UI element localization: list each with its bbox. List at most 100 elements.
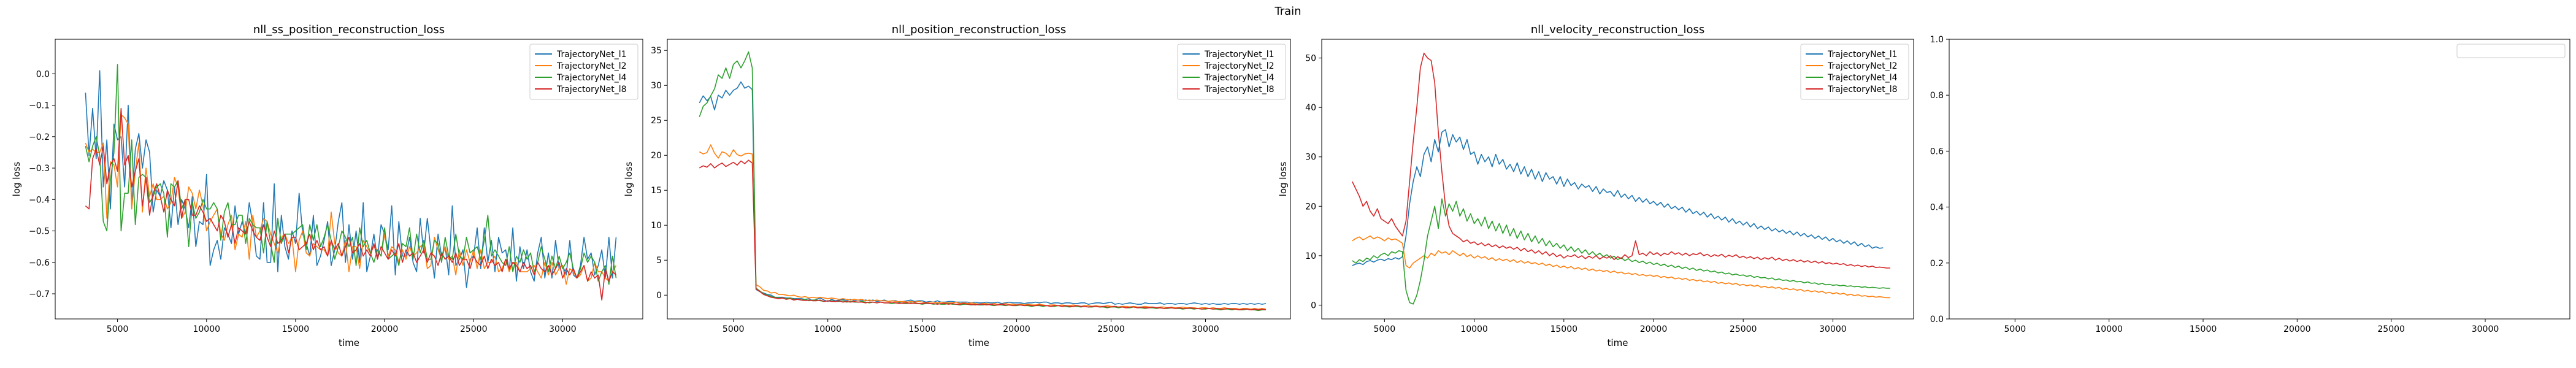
legend-entry: TrajectoryNet_l8: [1827, 85, 1898, 94]
x-tick-label: 5000: [1374, 324, 1396, 334]
subplot-title: nll_velocity_reconstruction_loss: [1531, 23, 1705, 36]
series-line-TrajectoryNet_l2: [85, 114, 617, 285]
x-tick-label: 30000: [1192, 324, 1219, 334]
y-tick-label: 0: [1311, 301, 1316, 310]
x-tick-label: 20000: [1003, 324, 1030, 334]
y-tick-label: 25: [651, 116, 662, 126]
y-tick-label: 0.6: [1930, 147, 1944, 156]
y-tick-label: 15: [651, 186, 662, 196]
x-tick-label: 15000: [908, 324, 936, 334]
y-tick-label: −0.6: [29, 258, 50, 268]
y-tick-label: 0.0: [36, 69, 50, 79]
y-tick-label: −0.7: [29, 289, 50, 299]
series-line-TrajectoryNet_l8: [85, 107, 617, 301]
y-tick-label: 30: [651, 81, 662, 91]
legend-box: [1800, 44, 1909, 100]
y-tick-label: 0.4: [1930, 203, 1944, 213]
legend-entry: TrajectoryNet_l1: [556, 50, 627, 59]
legend-entry: TrajectoryNet_l2: [556, 61, 627, 71]
x-tick-label: 30000: [1819, 324, 1847, 334]
x-tick-label: 20000: [2283, 324, 2311, 334]
legend-entry: TrajectoryNet_l4: [556, 73, 627, 83]
y-tick-label: −0.3: [29, 164, 50, 174]
legend-box: [1177, 44, 1286, 100]
x-tick-label: 20000: [371, 324, 399, 334]
x-tick-label: 5000: [2004, 324, 2026, 334]
series-line-TrajectoryNet_l2: [1352, 235, 1890, 299]
x-tick-label: 25000: [2377, 324, 2405, 334]
legend: TrajectoryNet_l1 TrajectoryNet_l2 Trajecto…: [529, 44, 638, 100]
x-tick-label: 15000: [2190, 324, 2217, 334]
y-tick-label: 35: [651, 46, 662, 56]
axes-frame: [667, 39, 1291, 320]
legend-entry: TrajectoryNet_l4: [1204, 73, 1275, 83]
legend: TrajectoryNet_l1 TrajectoryNet_l2 Trajecto…: [1177, 44, 1286, 100]
y-tick-label: 10: [651, 221, 662, 231]
subplot-1: nll_ss_position_reconstruction_loss 5000 1…: [11, 23, 643, 348]
series-line-TrajectoryNet_l2: [699, 144, 1267, 310]
y-tick-label: 10: [1305, 251, 1316, 261]
legend: TrajectoryNet_l1 TrajectoryNet_l2 Trajecto…: [1800, 44, 1909, 100]
y-tick-label: −0.1: [29, 101, 50, 111]
y-tick-label: 20: [651, 151, 662, 161]
x-tick-label: 20000: [1640, 324, 1668, 334]
y-tick-label: 20: [1305, 202, 1316, 212]
x-tick-label: 10000: [814, 324, 841, 334]
legend-entry: TrajectoryNet_l2: [1827, 61, 1898, 71]
y-axis-label: log loss: [1278, 162, 1289, 197]
series-line-TrajectoryNet_l4: [85, 64, 617, 285]
y-tick-label: 0.0: [1930, 315, 1944, 324]
y-tick-label: 0.8: [1930, 91, 1944, 101]
x-tick-label: 15000: [1550, 324, 1577, 334]
x-axis-label: time: [968, 337, 989, 348]
subplot-title: nll_ss_position_reconstruction_loss: [253, 23, 445, 36]
series-line-TrajectoryNet_l1: [699, 81, 1267, 305]
x-tick-label: 5000: [723, 324, 745, 334]
series-line-TrajectoryNet_l8: [699, 159, 1267, 311]
legend-entry: TrajectoryNet_l8: [556, 85, 627, 94]
legend-entry: TrajectoryNet_l8: [1204, 85, 1275, 94]
series-line-TrajectoryNet_l1: [1352, 129, 1884, 266]
legend: [2456, 44, 2566, 58]
legend-box: [529, 44, 638, 100]
y-tick-label: 1.0: [1930, 35, 1944, 45]
subplot-4: 5000 10000 15000 20000 25000 30000 0.0 0.2 0.4 0.…: [1930, 35, 2570, 334]
x-tick-label: 30000: [2472, 324, 2499, 334]
legend-entry: TrajectoryNet_l4: [1827, 73, 1898, 83]
y-tick-label: −0.5: [29, 227, 50, 237]
x-tick-label: 10000: [1460, 324, 1488, 334]
x-tick-label: 5000: [107, 324, 129, 334]
y-tick-label: 50: [1305, 54, 1316, 64]
subplot-3: nll_velocity_reconstruction_loss 5000 1000…: [1278, 23, 1914, 348]
x-tick-label: 30000: [549, 324, 577, 334]
figure-suptitle: Train: [1274, 5, 1301, 18]
y-tick-label: 0.2: [1930, 259, 1944, 269]
axes-frame: [1949, 39, 2570, 320]
x-axis-label: time: [339, 337, 359, 348]
y-tick-label: 40: [1305, 103, 1316, 113]
y-tick-label: 5: [656, 256, 662, 266]
y-axis-label: log loss: [11, 162, 22, 197]
x-axis-label: time: [1608, 337, 1628, 348]
axes-frame: [55, 39, 643, 320]
y-tick-label: −0.2: [29, 132, 50, 142]
y-tick-label: −0.4: [29, 195, 50, 205]
series-line-TrajectoryNet_l8: [1351, 52, 1890, 269]
legend-entry: TrajectoryNet_l2: [1204, 61, 1275, 71]
axes-frame: [1321, 39, 1914, 320]
x-tick-label: 25000: [460, 324, 488, 334]
y-tick-label: 0: [656, 291, 662, 301]
legend-entry: TrajectoryNet_l1: [1827, 50, 1898, 59]
subplot-title: nll_position_reconstruction_loss: [892, 23, 1067, 36]
subplot-2: nll_position_reconstruction_loss 5000 1000…: [623, 23, 1291, 348]
x-tick-label: 25000: [1730, 324, 1757, 334]
x-tick-label: 15000: [282, 324, 310, 334]
series-line-TrajectoryNet_l4: [1352, 198, 1890, 305]
legend-box: [2456, 44, 2566, 58]
y-tick-label: 30: [1305, 153, 1316, 163]
y-axis-label: log loss: [623, 162, 634, 197]
x-tick-label: 10000: [193, 324, 220, 334]
legend-entry: TrajectoryNet_l1: [1204, 50, 1275, 59]
